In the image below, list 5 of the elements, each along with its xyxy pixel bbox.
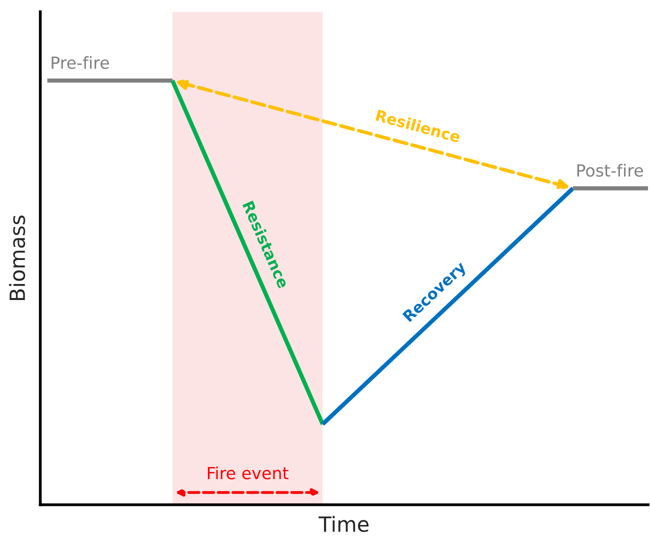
annotation: Fire event [208, 466, 288, 480]
y-axis-title: Biomass [9, 216, 26, 300]
series-label: Pre-fire [52, 56, 109, 69]
x-axis-title: Time [318, 516, 369, 532]
series-label: Post-fire [577, 164, 643, 177]
